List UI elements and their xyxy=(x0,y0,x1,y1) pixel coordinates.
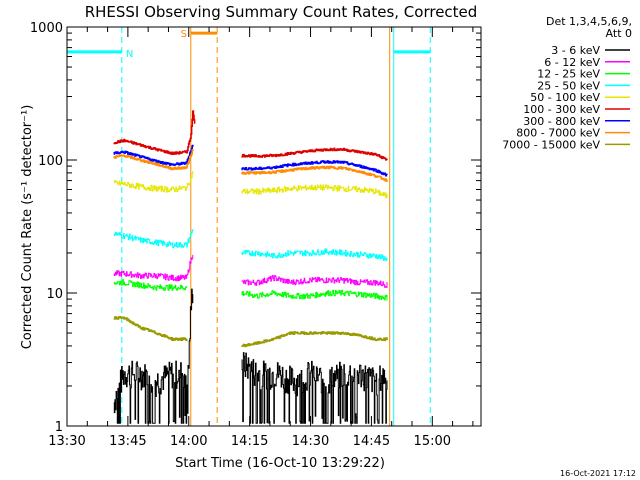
series-line-5-0 xyxy=(113,110,196,155)
series-3 xyxy=(113,229,388,262)
series-0 xyxy=(113,288,388,424)
y-tick-label-3: 1000 xyxy=(30,21,63,36)
legend-label-0: 3 - 6 keV xyxy=(551,44,600,57)
series-7 xyxy=(113,148,388,182)
legend-header-line1: Det 1,3,4,5,6,9, xyxy=(546,15,632,28)
legend-label-4: 50 - 100 keV xyxy=(530,91,600,104)
y-tick-label-2: 100 xyxy=(38,154,63,169)
series-5 xyxy=(113,110,388,161)
series-line-0-1 xyxy=(241,352,388,424)
x-tick-label-2: 14:00 xyxy=(170,434,207,449)
x-axis-label: Start Time (16-Oct-10 13:29:22) xyxy=(175,456,385,471)
series-line-7-1 xyxy=(241,165,388,182)
series-line-1-0 xyxy=(113,254,194,282)
series-line-8-1 xyxy=(241,331,388,348)
series-line-7-0 xyxy=(113,148,194,171)
series-6 xyxy=(113,144,388,177)
night-label: N xyxy=(126,49,133,60)
y-tick-label-1: 10 xyxy=(46,287,63,302)
series-line-2-0 xyxy=(113,279,188,291)
legend-header-line2: Att 0 xyxy=(606,27,632,40)
axes: 1 10 100 1000 13:30 13:45 14:00 14:15 14:30 14:45… xyxy=(30,21,481,449)
legend-label-1: 6 - 12 keV xyxy=(544,56,600,69)
series-line-5-1 xyxy=(241,147,388,161)
series-1 xyxy=(113,254,388,288)
x-tick-label-3: 14:15 xyxy=(231,434,268,449)
x-tick-label-0: 13:30 xyxy=(48,434,85,449)
series-line-2-1 xyxy=(241,289,388,301)
series-line-4-0 xyxy=(113,171,194,193)
legend-label-7: 800 - 7000 keV xyxy=(516,127,600,140)
legend-label-2: 12 - 25 keV xyxy=(537,68,600,81)
legend-label-3: 25 - 50 keV xyxy=(537,79,600,92)
series-line-3-0 xyxy=(113,229,194,249)
series-line-0-0 xyxy=(113,288,194,424)
y-axis-label: Corrected Count Rate (s⁻¹ detector⁻¹) xyxy=(20,105,35,350)
legend-label-8: 7000 - 15000 keV xyxy=(502,138,600,151)
y-tick-label-0: 1 xyxy=(55,420,63,435)
legend-label-6: 300 - 800 keV xyxy=(523,115,600,128)
series-4 xyxy=(113,171,388,199)
x-tick-label-6: 15:00 xyxy=(414,434,451,449)
series-8 xyxy=(113,316,388,348)
series-line-3-1 xyxy=(241,248,388,262)
saa-label: S xyxy=(181,29,187,40)
plot-area: NS xyxy=(66,27,431,426)
plot-frame xyxy=(66,26,482,427)
x-tick-label-5: 14:45 xyxy=(353,434,390,449)
series-line-4-1 xyxy=(241,184,388,199)
x-tick-label-4: 14:30 xyxy=(292,434,329,449)
series-line-6-1 xyxy=(241,160,388,177)
legend-label-5: 100 - 300 keV xyxy=(523,103,600,116)
chart-title: RHESSI Observing Summary Count Rates, Co… xyxy=(85,3,478,21)
series-line-8-0 xyxy=(113,316,188,342)
footer-date: 16-Oct-2021 17:12 xyxy=(560,469,636,478)
x-tick-label-1: 13:45 xyxy=(109,434,146,449)
series-2 xyxy=(113,279,388,301)
series-line-1-1 xyxy=(241,275,388,288)
series-line-6-0 xyxy=(113,144,194,166)
